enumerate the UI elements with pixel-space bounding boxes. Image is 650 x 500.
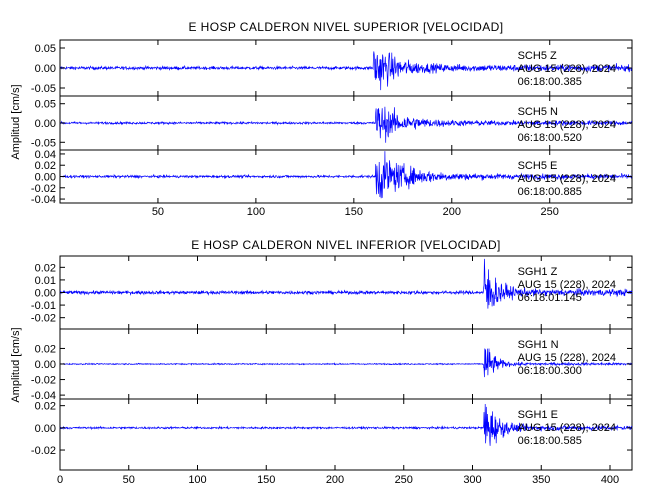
- xtick-label: 250: [541, 206, 559, 218]
- date-label: AUG 15 (228), 2024: [518, 422, 616, 434]
- time-label: 06:18:00.585: [518, 435, 582, 447]
- panel-2-title: E HOSP CALDERON NIVEL INFERIOR [VELOCIDA…: [191, 238, 501, 252]
- date-label: AUG 15 (228), 2024: [518, 173, 616, 185]
- xtick-label: 100: [188, 474, 206, 486]
- panel-1-title: E HOSP CALDERON NIVEL SUPERIOR [VELOCIDA…: [189, 20, 504, 34]
- xtick-label: 200: [326, 474, 344, 486]
- ytick-label: 0.01: [35, 275, 56, 287]
- ytick-label: 0.00: [35, 423, 56, 435]
- station-label: SGH1 N: [518, 339, 559, 351]
- ytick-label: 0.02: [35, 262, 56, 274]
- xtick-label: 50: [123, 474, 135, 486]
- xtick-label: 150: [345, 206, 363, 218]
- xtick-label: 50: [152, 206, 164, 218]
- ytick-label: 0.05: [35, 43, 56, 55]
- xtick-label: 250: [395, 474, 413, 486]
- ytick-label: -0.04: [31, 390, 56, 402]
- time-label: 06:18:00.300: [518, 365, 582, 377]
- ytick-label: -0.02: [31, 445, 56, 457]
- station-label: SGH1 Z: [518, 266, 558, 278]
- ytick-label: 0.00: [35, 172, 56, 184]
- panel-1-ylabel: Amplitud [cm/s]: [10, 84, 22, 159]
- waveform-line: [59, 258, 633, 309]
- ytick-label: -0.02: [31, 313, 56, 325]
- station-label: SGH1 E: [518, 409, 558, 421]
- ytick-label: -0.02: [31, 375, 56, 387]
- time-label: 06:18:00.885: [518, 186, 582, 198]
- ytick-label: -0.05: [31, 83, 56, 95]
- xtick-label: 400: [601, 474, 619, 486]
- station-label: SCH5 N: [518, 106, 558, 118]
- ytick-label: -0.01: [31, 300, 56, 312]
- time-label: 06:18:01.145: [518, 292, 582, 304]
- xtick-label: 300: [463, 474, 481, 486]
- ytick-label: 0.02: [35, 401, 56, 413]
- ytick-label: -0.02: [31, 183, 56, 195]
- trace-frame: [59, 398, 633, 471]
- ytick-label: 0.02: [35, 343, 56, 355]
- ytick-label: 0.00: [35, 359, 56, 371]
- xtick-label: 350: [532, 474, 550, 486]
- ytick-label: 0.04: [35, 149, 56, 161]
- date-label: AUG 15 (228), 2024: [518, 279, 616, 291]
- ytick-label: 0.05: [35, 99, 56, 111]
- waveform-line: [59, 51, 633, 91]
- xtick-label: 200: [443, 206, 461, 218]
- time-label: 06:18:00.520: [518, 132, 582, 144]
- station-label: SCH5 Z: [518, 50, 557, 62]
- ytick-label: -0.04: [31, 194, 56, 206]
- waveform-line: [59, 151, 633, 199]
- xtick-label: 0: [57, 474, 63, 486]
- ytick-label: 0.02: [35, 160, 56, 172]
- date-label: AUG 15 (228), 2024: [518, 119, 616, 131]
- time-label: 06:18:00.385: [518, 76, 582, 88]
- ytick-label: -0.05: [31, 137, 56, 149]
- ytick-label: 0.00: [35, 63, 56, 75]
- xtick-label: 100: [247, 206, 265, 218]
- date-label: AUG 15 (228), 2024: [518, 352, 616, 364]
- waveform-line: [59, 403, 633, 446]
- waveform-line: [59, 348, 633, 378]
- panel-2-ylabel: Amplitud [cm/s]: [10, 327, 22, 402]
- ytick-label: 0.00: [35, 288, 56, 300]
- waveform-line: [59, 106, 633, 143]
- date-label: AUG 15 (228), 2024: [518, 63, 616, 75]
- ytick-label: 0.00: [35, 118, 56, 130]
- xtick-label: 150: [257, 474, 275, 486]
- station-label: SCH5 E: [518, 160, 558, 172]
